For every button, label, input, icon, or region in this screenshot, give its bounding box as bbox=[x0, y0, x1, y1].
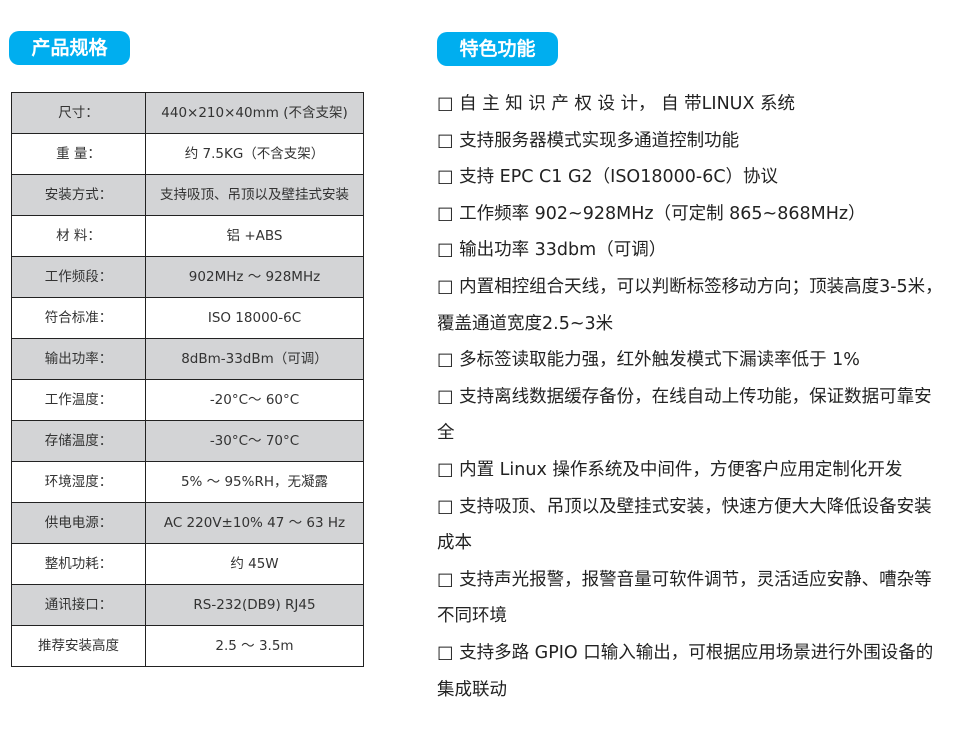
feature-item: □ 支持 EPC C1 G2（ISO18000-6C）协议 bbox=[437, 167, 779, 188]
feature-item: □ 多标签读取能力强，红外触发模式下漏读率低于 1% bbox=[437, 350, 860, 371]
spec-label: 符合标准： bbox=[11, 297, 146, 339]
feature-item: □ 支持服务器模式实现多通道控制功能 bbox=[437, 130, 740, 151]
spec-row: 符合标准： ISO 18000-6C bbox=[11, 297, 364, 339]
spec-row: 尺寸： 440×210×40mm (不含支架) bbox=[11, 92, 364, 134]
spec-value: 5% ～ 95%RH，无凝露 bbox=[145, 461, 364, 503]
spec-label: 重 量： bbox=[11, 133, 146, 175]
spec-row: 材 料：铝 +ABS bbox=[11, 215, 364, 257]
spec-label: 尺寸： bbox=[11, 92, 146, 134]
feature-item: □ 内置 Linux 操作系统及中间件，方便客户应用定制化开发 bbox=[437, 459, 903, 480]
spec-label: 通讯接口： bbox=[11, 584, 146, 626]
spec-value: 铝 +ABS bbox=[145, 215, 364, 257]
spec-row: 推荐安装高度 2.5 ～ 3.5m bbox=[11, 625, 364, 667]
spec-label: 输出功率： bbox=[11, 338, 146, 380]
spec-label: 工作温度： bbox=[11, 379, 146, 421]
spec-label: 整机功耗： bbox=[11, 543, 146, 585]
spec-label: 存储温度： bbox=[11, 420, 146, 462]
spec-label: 工作频段： bbox=[11, 256, 146, 298]
spec-row: 供电电源： AC 220V±10% 47 ～ 63 Hz bbox=[11, 502, 364, 544]
spec-row: 通讯接口： RS-232(DB9) RJ45 bbox=[11, 584, 364, 626]
spec-value: 440×210×40mm (不含支架) bbox=[145, 92, 364, 134]
spec-row: 工作频段： 902MHz ～ 928MHz bbox=[11, 256, 364, 298]
spec-row: 安装方式： 支持吸顶、吊顶以及壁挂式安装 bbox=[11, 174, 364, 216]
feature-item: □ 支持吸顶、吊顶以及壁挂式安装，快速方便大大降低设备安装成本 bbox=[437, 496, 932, 554]
spec-row: 重 量：约 7.5KG（不含支架） bbox=[11, 133, 364, 175]
spec-row: 存储温度： -30°C～ 70°C bbox=[11, 420, 364, 462]
spec-row: 环境湿度： 5% ～ 95%RH，无凝露 bbox=[11, 461, 364, 503]
features-section-title: 特色功能 bbox=[437, 32, 558, 66]
spec-label: 环境湿度： bbox=[11, 461, 146, 503]
spec-row: 整机功耗：约 45W bbox=[11, 543, 364, 585]
spec-value: 支持吸顶、吊顶以及壁挂式安装 bbox=[145, 174, 364, 216]
spec-table: 尺寸： 440×210×40mm (不含支架) 重 量：约 7.5KG（不含支架）安… bbox=[11, 92, 364, 667]
feature-item: □ 内置相控组合天线，可以判断标签移动方向；顶装高度3-5米，覆盖通道宽度2.5… bbox=[437, 276, 943, 334]
spec-value: AC 220V±10% 47 ～ 63 Hz bbox=[145, 502, 364, 544]
feature-item: □ 支持声光报警，报警音量可软件调节，灵活适应安静、嘈杂等不同环境 bbox=[437, 569, 932, 627]
feature-item: □ 支持离线数据缓存备份，在线自动上传功能，保证数据可靠安全 bbox=[437, 386, 932, 444]
feature-item: □ 工作频率 902~928MHz（可定制 865~868MHz） bbox=[437, 203, 866, 224]
feature-item: □ 自 主 知 识 产 权 设 计， 自 带LINUX 系统 bbox=[437, 94, 796, 114]
spec-value: ISO 18000-6C bbox=[145, 297, 364, 339]
feature-item: □ 支持多路 GPIO 口输入输出，可根据应用场景进行外围设备的集成联动 bbox=[437, 642, 934, 700]
spec-value: 902MHz ～ 928MHz bbox=[145, 256, 364, 298]
spec-value: RS-232(DB9) RJ45 bbox=[145, 584, 364, 626]
spec-label: 供电电源： bbox=[11, 502, 146, 544]
spec-label: 安装方式： bbox=[11, 174, 146, 216]
feature-item: □ 输出功率 33dbm（可调） bbox=[437, 240, 667, 261]
spec-value: 约 7.5KG（不含支架） bbox=[145, 133, 364, 175]
spec-section-title: 产品规格 bbox=[9, 31, 130, 65]
spec-label: 推荐安装高度 bbox=[11, 625, 146, 667]
features-list: □ 自 主 知 识 产 权 设 计， 自 带LINUX 系统 □ 支持服务器模式实… bbox=[437, 86, 947, 708]
spec-value: -20°C～ 60°C bbox=[145, 379, 364, 421]
spec-value: 2.5 ～ 3.5m bbox=[145, 625, 364, 667]
spec-value: 8dBm-33dBm（可调） bbox=[145, 338, 364, 380]
spec-row: 工作温度： -20°C～ 60°C bbox=[11, 379, 364, 421]
spec-value: -30°C～ 70°C bbox=[145, 420, 364, 462]
spec-row: 输出功率： 8dBm-33dBm（可调） bbox=[11, 338, 364, 380]
spec-value: 约 45W bbox=[145, 543, 364, 585]
spec-label: 材 料： bbox=[11, 215, 146, 257]
